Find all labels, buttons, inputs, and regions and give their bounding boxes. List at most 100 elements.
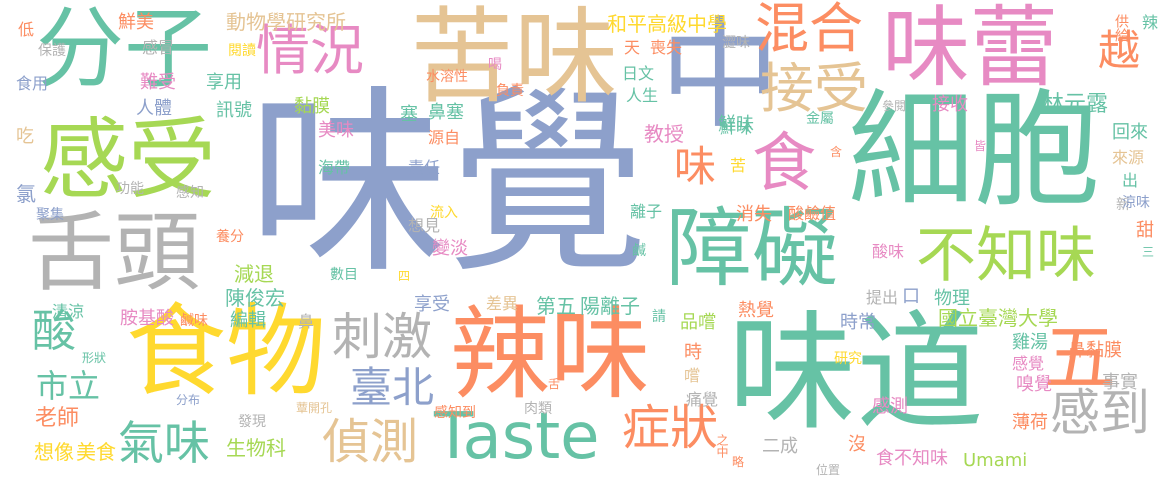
word-haidai: 海帶: [318, 158, 351, 177]
word-bizhanmo: 鼻黏膜: [1068, 340, 1122, 361]
word-meishi: 美食: [76, 440, 116, 464]
word-lve: 略: [732, 455, 745, 469]
word-shuirongxing: 水溶性: [426, 69, 468, 85]
word-diwu: 第五: [536, 294, 576, 318]
word-baohu: 保護: [38, 43, 66, 59]
word-xian: 鹹: [632, 243, 646, 259]
word-zeren: 責任: [408, 158, 441, 177]
word-zhengzhuang: 症狀: [622, 400, 719, 456]
word-ganzhidao: 感知到: [434, 405, 476, 421]
word-mei: 沒: [848, 434, 866, 455]
word-shumu: 數目: [330, 267, 358, 283]
word-fuze: 負責: [496, 83, 524, 99]
word-zhizhong: 之中: [715, 434, 729, 458]
word-han: 含: [830, 145, 843, 159]
word-chi: 吃: [16, 126, 34, 147]
word-xunkaikong: 蕈開孔: [296, 401, 333, 415]
word-biandan: 變淡: [432, 238, 468, 259]
word-bohe: 薄荷: [1012, 412, 1048, 433]
word-huilai: 回來: [1112, 122, 1148, 143]
word-shili: 市立: [36, 367, 101, 405]
word-sai: 塞: [400, 104, 418, 125]
word-shi2: 時: [684, 342, 702, 363]
word-tian2: 天: [624, 38, 641, 57]
word-gongneng: 功能: [116, 181, 144, 197]
word-yuanzi: 源自: [428, 128, 461, 147]
word-zhanmo: 黏膜: [294, 96, 330, 117]
word-chayi: 差異: [486, 294, 519, 313]
word-qiwei: 氣味: [118, 416, 210, 470]
word-roulei: 肉類: [524, 401, 552, 417]
word-weilei: 味蕾: [882, 0, 1059, 99]
word-bi: 鼻: [298, 312, 315, 331]
word-xibao: 細胞: [848, 77, 1100, 224]
word-sangshi: 喪失: [650, 38, 683, 57]
word-lizi: 離子: [630, 202, 663, 221]
word-taibei: 臺北: [350, 363, 435, 412]
word-yuedu: 閱讀: [228, 43, 256, 59]
word-ciji: 刺激: [332, 308, 432, 366]
word-qingliang: 清涼: [52, 302, 85, 321]
word-she: 舌: [548, 377, 561, 391]
word-jie: 皆: [974, 139, 987, 153]
word-chang: 嚐: [684, 366, 701, 385]
word-renti: 人體: [136, 98, 172, 119]
word-qing: 請: [652, 309, 666, 325]
word-shishi: 事實: [1102, 372, 1138, 393]
word-bianji: 編輯: [230, 310, 266, 331]
word-shibuzhiwei: 食不知味: [876, 448, 948, 469]
word-rejue: 熱覺: [738, 300, 774, 321]
word-xingzhuang: 形狀: [82, 351, 107, 365]
word-ku: 苦: [730, 156, 747, 175]
word-xiangjian: 想見: [408, 216, 441, 235]
word-chenjunhong: 陳俊宏: [225, 286, 285, 310]
word-xianmei: 鮮美: [118, 12, 154, 33]
word-liuru: 流入: [430, 205, 458, 221]
word-weidao: 味道: [728, 299, 985, 448]
word-jieshou: 接受: [760, 57, 868, 120]
word-xiangshou: 享受: [414, 294, 450, 315]
word-canyue: 參閱: [882, 99, 907, 113]
word-riwen: 日文: [622, 64, 655, 83]
word-linyuanlu: 林元露: [1042, 92, 1109, 117]
word-tongjue: 痛覺: [686, 390, 719, 409]
word-jinshu: 金屬: [806, 111, 834, 127]
word-la: 辣: [1139, 14, 1158, 30]
word-suanwei: 酸味: [872, 242, 905, 261]
word-wu: 五: [1044, 316, 1117, 400]
word-xianwei2: 鹹味: [180, 313, 208, 329]
word-fenzi: 分子: [36, 0, 213, 100]
word-nanshou: 難受: [140, 72, 176, 93]
word-sewei: 澀味: [722, 35, 750, 51]
word-shiwu: 食物: [126, 293, 326, 410]
word-fenbu: 分布: [176, 393, 201, 407]
word-shi: 食: [752, 127, 816, 201]
word-ganshou: 感受: [40, 108, 217, 211]
word-ercheng: 二成: [762, 436, 798, 457]
word-taste: Taste: [434, 400, 600, 474]
word-xunhao: 訊號: [216, 100, 252, 121]
word-rensheng: 人生: [626, 86, 659, 105]
word-san: 三: [1142, 245, 1155, 259]
word-xianwei3: 鮮味: [720, 118, 753, 137]
word-xianwei: 鮮味: [718, 114, 754, 135]
word-yue: 越: [1098, 26, 1141, 75]
word-faxian: 發現: [238, 414, 266, 430]
word-xiujue: 嗅覺: [1016, 374, 1052, 395]
word-pinchang: 品嚐: [680, 312, 716, 333]
word-gongji: 供給: [1113, 14, 1129, 42]
word-ntu: 國立臺灣大學: [938, 306, 1058, 330]
word-shetou: 舌頭: [28, 203, 200, 303]
word-dongwuxue: 動物學研究所: [226, 10, 346, 34]
word-jitang: 雞湯: [1012, 332, 1048, 353]
word-xiaoshi: 消失: [736, 204, 772, 225]
word-ganmao: 感冒: [142, 38, 175, 57]
word-lv: 氯: [16, 182, 36, 206]
word-yangfen: 養分: [216, 229, 244, 245]
word-meiwei: 美味: [318, 120, 354, 141]
word-weijue: 味覺: [248, 68, 649, 301]
word-weizhi: 位置: [816, 463, 841, 477]
word-suan: 酸: [32, 306, 76, 357]
word-zhong: 中: [660, 6, 780, 145]
word-kuwei: 苦味: [410, 0, 619, 118]
